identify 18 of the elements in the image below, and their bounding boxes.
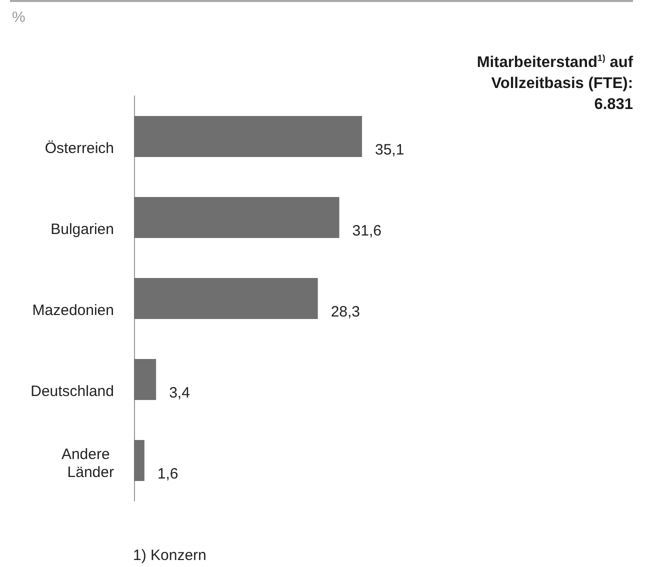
bar: [134, 278, 318, 319]
y-tick-label: Deutschland: [30, 383, 114, 400]
data-label: 1,6: [157, 466, 178, 482]
data-label: 3,4: [169, 384, 190, 402]
y-tick-label: Andere Länder: [61, 446, 114, 481]
y-tick-label: Bulgarien: [50, 221, 114, 238]
bar: [134, 440, 144, 481]
data-label: 35,1: [375, 142, 404, 158]
data-label: 31,6: [352, 222, 382, 240]
bar: [134, 116, 362, 157]
text: 1) Konzern: [133, 547, 206, 564]
bar: [134, 197, 340, 238]
y-tick-label: Österreich: [44, 140, 114, 157]
data-label: 28,3: [330, 304, 360, 320]
bar: [134, 359, 156, 400]
y-tick-label: Mazedonien: [32, 302, 114, 319]
x-axis-title: %: [12, 9, 26, 26]
text: Mitarbeiterstand$^{1)}$ auf Vollzeitbasis (FTE): 6.831: [476, 52, 633, 115]
